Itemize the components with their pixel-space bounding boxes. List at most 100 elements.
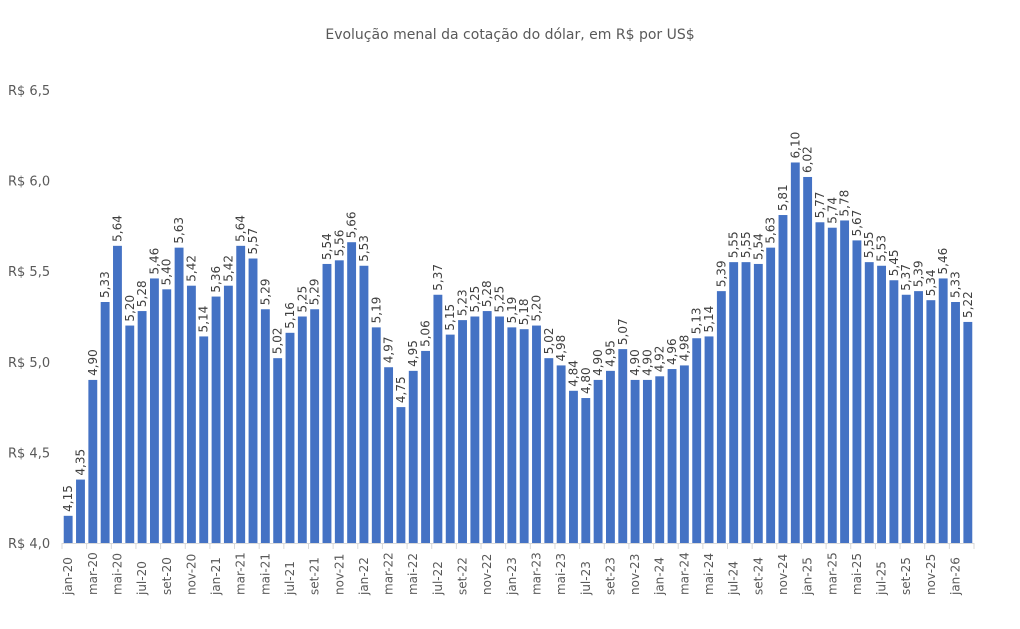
x-tick-label: mai-23 [554,553,568,595]
data-label: 5,74 [825,197,839,224]
bar-abr-22 [396,407,406,543]
data-label: 5,23 [456,289,470,316]
data-label: 5,45 [887,250,901,277]
data-label: 5,07 [616,318,630,345]
bar-jun-25 [864,262,874,543]
bar-mar-24 [679,365,689,543]
bar-set-23 [605,370,615,543]
bar-abr-21 [248,258,258,543]
x-tick-label: jul-20 [135,561,149,596]
x-axis: jan-20 mar-20 mai-20 jul-20 set-20 nov-20 jan-… [61,543,975,596]
bar-fev-21 [223,285,233,543]
bar-fev-22 [371,327,381,543]
bar-set-20 [162,289,172,543]
bar-jan-24 [655,376,665,543]
x-tick-label: mai-25 [850,553,864,595]
bar-out-23 [618,349,628,543]
x-tick-label: set-25 [899,557,913,595]
bar-jan-26 [951,302,960,543]
data-label: 5,77 [813,192,827,219]
bar-set-24 [753,263,763,543]
bar-jan-23 [507,327,517,543]
data-label: 5,15 [443,304,457,331]
x-tick-label: mar-24 [677,552,691,595]
bar-jul-23 [581,398,591,543]
data-label: 5,46 [936,248,950,275]
bar-nov-23 [630,379,640,543]
bar-set-25 [901,294,911,543]
data-label: 6,02 [801,146,815,173]
data-label: 4,95 [603,340,617,367]
x-tick-label: jan-24 [653,557,667,596]
x-tick-label: mar-21 [234,552,248,595]
data-label: 5,57 [246,228,260,255]
data-label: 5,53 [875,235,889,262]
data-label: 5,36 [209,266,223,293]
x-tick-label: jul-23 [579,561,593,596]
y-tick-label: R$ 4,5 [8,446,50,461]
bar-mar-22 [384,367,394,543]
data-label: 4,97 [382,337,396,364]
bar-abr-23 [544,358,554,543]
data-label: 5,46 [147,248,161,275]
bar-mar-20 [88,379,98,543]
data-label: 4,35 [73,449,87,476]
data-label: 5,78 [838,190,852,217]
bar-fev-24 [667,369,677,543]
x-tick-label: jan-25 [801,557,815,596]
data-label: 5,20 [123,295,137,322]
data-labels: 4,154,354,905,335,645,205,285,465,405,63… [61,132,975,512]
bar-fev-26 [963,321,973,543]
bar-mai-20 [113,245,122,543]
x-tick-label: mai-20 [110,553,124,595]
data-label: 5,13 [690,308,704,335]
y-tick-label: R$ 6,0 [8,175,50,190]
bar-mar-25 [827,227,837,543]
data-label: 4,92 [653,346,667,373]
x-tick-label: nov-23 [628,554,642,595]
data-label: 4,90 [591,349,605,376]
x-tick-label: jul-24 [727,561,741,596]
bar-jul-24 [729,262,739,543]
data-label: 5,63 [172,217,186,244]
bar-mai-21 [260,309,270,543]
data-label: 5,02 [271,327,285,354]
data-label: 5,14 [702,306,716,333]
bar-jan-21 [211,296,221,543]
x-tick-label: set-20 [160,557,174,595]
bar-ago-21 [297,316,307,543]
bar-ago-24 [741,262,751,543]
bar-jun-20 [125,325,135,543]
y-axis: R$ 4,0 R$ 4,5 R$ 5,0 R$ 5,5 R$ 6,0 R$ 6,5 [8,84,50,552]
bar-abr-24 [692,338,702,543]
x-tick-label: nov-22 [480,554,494,595]
bar-jun-22 [421,350,431,543]
bar-set-21 [310,309,320,543]
bar-jan-22 [359,265,369,543]
y-tick-label: R$ 5,0 [8,356,50,371]
data-label: 5,64 [234,215,248,242]
x-tick-label: jul-25 [875,561,889,596]
bar-dez-25 [938,278,948,543]
data-label: 4,95 [406,340,420,367]
data-label: 5,37 [899,264,913,291]
bar-mai-24 [704,336,714,543]
bar-jan-20 [63,515,73,543]
data-label: 5,16 [283,302,297,329]
data-label: 5,54 [320,233,334,260]
data-label: 5,53 [357,235,371,262]
bar-jun-24 [716,291,726,543]
data-label: 5,29 [308,279,322,306]
data-label: 5,42 [221,255,235,282]
bar-ago-25 [889,280,899,543]
bar-fev-20 [76,479,85,543]
bar-mai-25 [852,240,862,543]
data-label: 5,06 [419,320,433,347]
x-tick-label: nov-20 [184,554,198,595]
data-label: 5,20 [529,295,543,322]
bar-out-25 [914,291,923,543]
x-tick-label: set-22 [456,557,470,595]
x-tick-label: mar-22 [382,552,396,595]
bar-nov-25 [926,300,936,543]
